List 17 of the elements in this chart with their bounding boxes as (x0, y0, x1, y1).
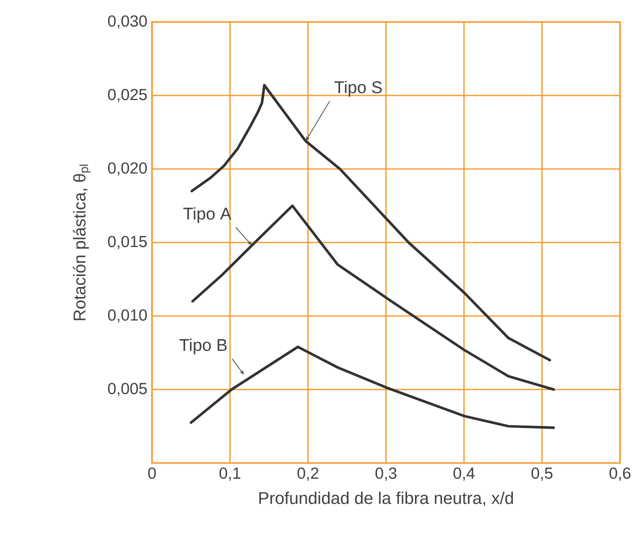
x-tick-label: 0,3 (376, 468, 396, 481)
x-axis-title: Profundidad de la fibra neutra, x/d (259, 492, 513, 506)
annotation: Tipo S (334, 80, 382, 97)
x-tick-label: 0,6 (610, 468, 630, 481)
x-tick-label: 0,1 (220, 468, 240, 481)
x-tick-label: 0 (148, 468, 156, 479)
y-tick-label: 0,010 (108, 309, 147, 323)
x-tick-label: 0,5 (532, 468, 552, 481)
y-tick-label: 0,020 (108, 162, 147, 176)
annotation: Tipo B (180, 338, 227, 354)
y-tick-label: 0,025 (108, 88, 147, 102)
x-tick-label: 0,2 (298, 468, 318, 481)
x-tick-label: 0,4 (454, 468, 475, 481)
y-axis-title: Rotación plástica, θ$_{pl}$ (72, 164, 91, 320)
y-tick-label: 0,030 (108, 15, 147, 29)
y-tick-label: 0,015 (108, 236, 147, 250)
y-tick-label: 0,005 (108, 382, 147, 396)
